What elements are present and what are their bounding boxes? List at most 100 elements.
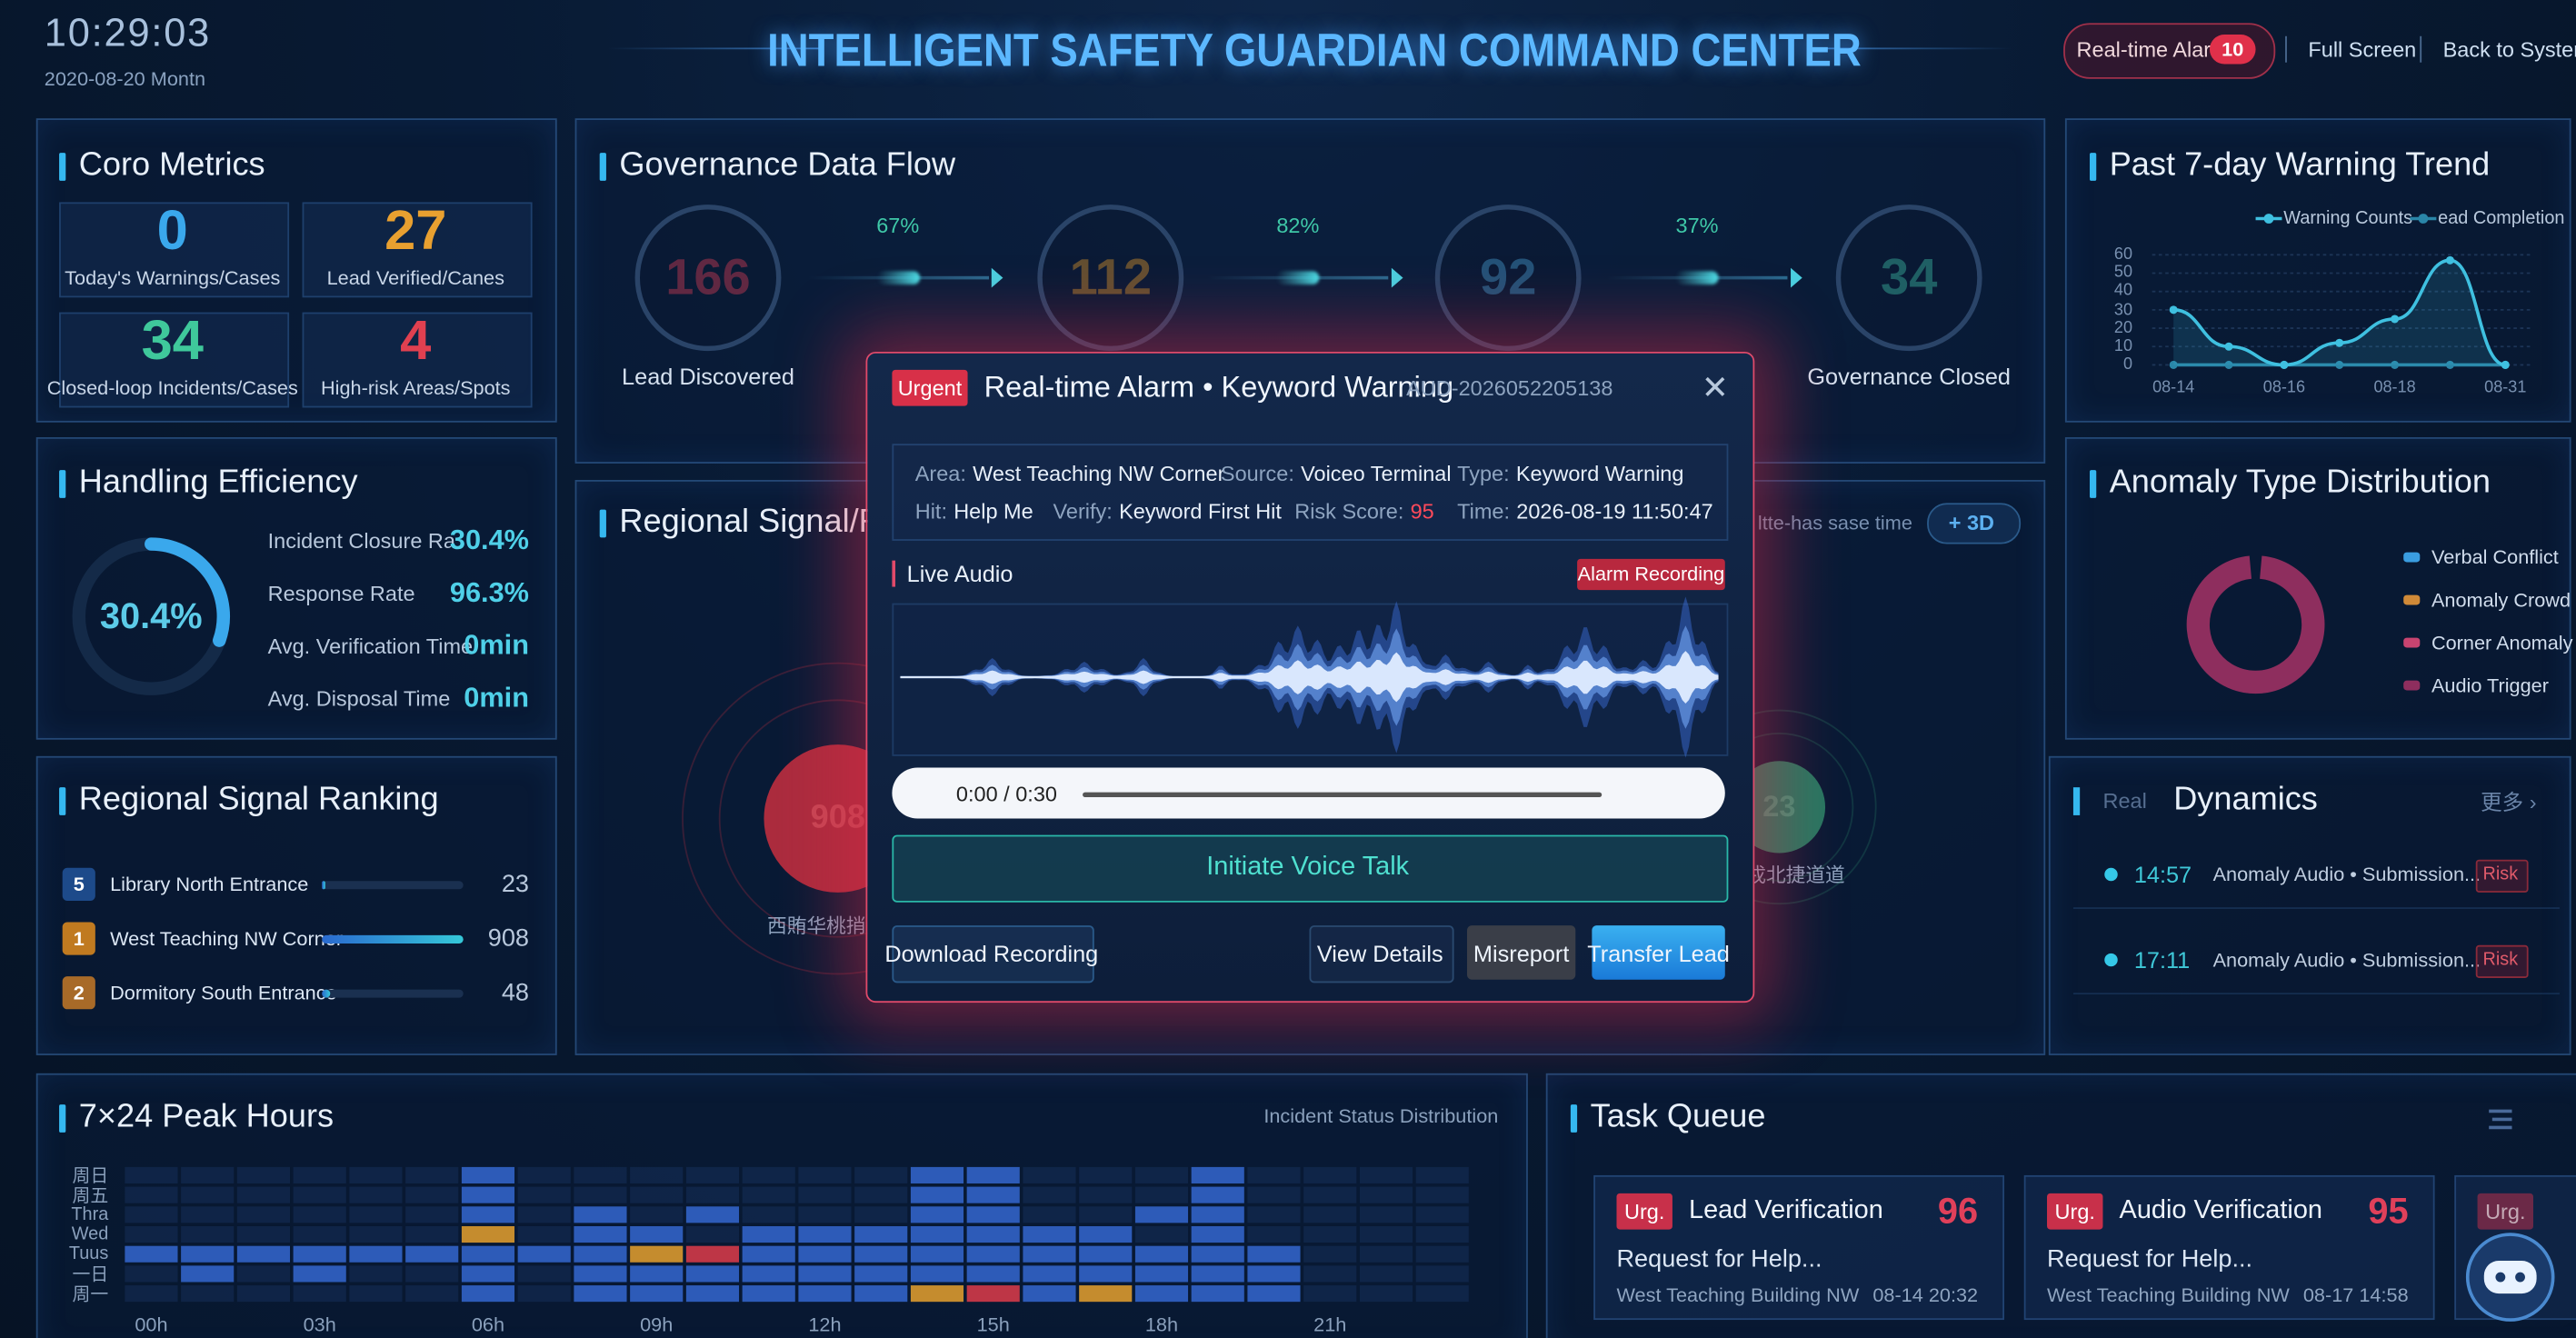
action-button[interactable] [892, 925, 1094, 984]
title-accent [599, 509, 606, 538]
rank-bar [322, 989, 330, 998]
action-button[interactable] [1592, 925, 1725, 980]
heat-cell [125, 1285, 178, 1303]
heat-cell [236, 1186, 291, 1203]
recording-tag [1577, 558, 1725, 591]
heat-cell [293, 1166, 346, 1183]
task-summary: Request for Help... [1616, 1244, 1822, 1273]
point [2445, 360, 2454, 369]
x-tick-label: 06h [471, 1313, 505, 1337]
heat-cell [798, 1265, 852, 1283]
heat-cell [798, 1245, 852, 1263]
heat-cell [1191, 1166, 1244, 1183]
heat-cell [293, 1186, 346, 1203]
heat-cell [685, 1285, 740, 1303]
y-tick-label: 20 [2113, 319, 2133, 337]
mode-button[interactable] [1927, 503, 2022, 544]
urgent-tag [2047, 1193, 2103, 1230]
rank-bar-track [322, 989, 464, 998]
heat-cell [1359, 1166, 1413, 1183]
heat-cell [742, 1265, 795, 1283]
heat-cell [517, 1265, 571, 1283]
panel-title: Handling Efficiency [78, 464, 358, 501]
heat-cell [349, 1285, 403, 1303]
row-label: 一日 [72, 1265, 109, 1286]
heat-cell [742, 1285, 795, 1303]
legend-label: Warning Counts [2283, 208, 2413, 229]
heat-cell [1023, 1206, 1076, 1223]
panel-title: Regional Signal Ranking [78, 781, 439, 818]
heat-cell [1134, 1285, 1189, 1303]
task-time: 08-17 14:58 [2302, 1283, 2409, 1307]
full-screen-button[interactable]: Full Screen [2308, 36, 2417, 62]
page-title: INTELLIGENT SAFETY GUARDIAN COMMAND CENT… [767, 25, 1862, 76]
heat-cell [517, 1166, 571, 1183]
rank-number: 2 [73, 981, 85, 1004]
heat-cell [517, 1206, 571, 1223]
header-line [607, 47, 822, 50]
heat-cell [1359, 1206, 1413, 1223]
action-label: Misreport [1473, 940, 1570, 967]
title-accent [892, 560, 896, 587]
title-accent [59, 1104, 66, 1133]
queue-icon [2489, 1109, 2512, 1130]
assistant-eye [2515, 1272, 2525, 1283]
area [2173, 260, 2506, 365]
dynamic-time: 17:11 [2133, 946, 2191, 974]
heat-cell [1079, 1285, 1133, 1303]
action-button[interactable] [1309, 925, 1454, 984]
point [2280, 360, 2289, 369]
panel-title: Governance Data Flow [619, 146, 956, 184]
efficiency-value: 30.4% [449, 524, 529, 556]
conversion-rate: 37% [1675, 213, 1719, 238]
legend-swatch [2403, 637, 2421, 648]
heat-cell [1191, 1285, 1244, 1303]
stage-ring [1434, 205, 1582, 352]
efficiency-label: Response Rate [267, 581, 415, 606]
x-tick-label: 09h [640, 1313, 674, 1337]
field-label: Type: [1457, 461, 1510, 486]
heat-cell [1303, 1225, 1357, 1243]
heat-cell [966, 1265, 1020, 1283]
y-tick-label: 0 [2122, 355, 2133, 374]
close-button[interactable]: ✕ [1701, 370, 1730, 407]
heat-cell [236, 1285, 291, 1303]
more-link[interactable]: 更多 › [2481, 789, 2537, 815]
spot-label: 西賄华桃捎 [767, 914, 866, 938]
x-tick-label: 03h [303, 1313, 336, 1337]
region-name: Dormitory South Entrance [110, 981, 337, 1004]
spot-bubble [1732, 761, 1826, 854]
point [2169, 305, 2178, 315]
heat-cell [910, 1225, 964, 1243]
efficiency-label: Avg. Verification Time [267, 634, 474, 659]
urgent-tag [892, 369, 968, 406]
heat-cell [1303, 1285, 1357, 1303]
heat-cell [910, 1166, 964, 1183]
urgent-tag-label: Urg. [2485, 1199, 2526, 1224]
heat-cell [742, 1245, 795, 1263]
donut-segment [2186, 555, 2325, 694]
info-field: Source: Voiceo Terminal [1221, 461, 1452, 485]
dynamic-text: Anomaly Audio • Submission... [2212, 863, 2481, 886]
heat-cell [125, 1166, 178, 1183]
heat-cell [181, 1186, 235, 1203]
rank-bar-track [322, 881, 464, 890]
info-field: Hit: Help Me [915, 499, 1033, 524]
alarm-count: 10 [2222, 37, 2244, 61]
heat-cell [966, 1285, 1020, 1303]
heat-cell [236, 1166, 291, 1183]
heat-cell [236, 1206, 291, 1223]
heat-cell [1415, 1225, 1469, 1243]
voice-talk-button[interactable] [892, 834, 1729, 903]
point [2391, 360, 2400, 369]
heat-cell [1359, 1285, 1413, 1303]
action-button[interactable] [1467, 925, 1576, 980]
region-name: West Teaching NW Corner [110, 926, 344, 951]
metric-value: 34 [141, 309, 204, 373]
heat-cell [574, 1186, 627, 1203]
flow-arrow [1791, 267, 1802, 288]
heat-cell [630, 1265, 684, 1283]
back-button[interactable]: Back to System [2442, 36, 2576, 62]
heat-cell [181, 1265, 235, 1283]
